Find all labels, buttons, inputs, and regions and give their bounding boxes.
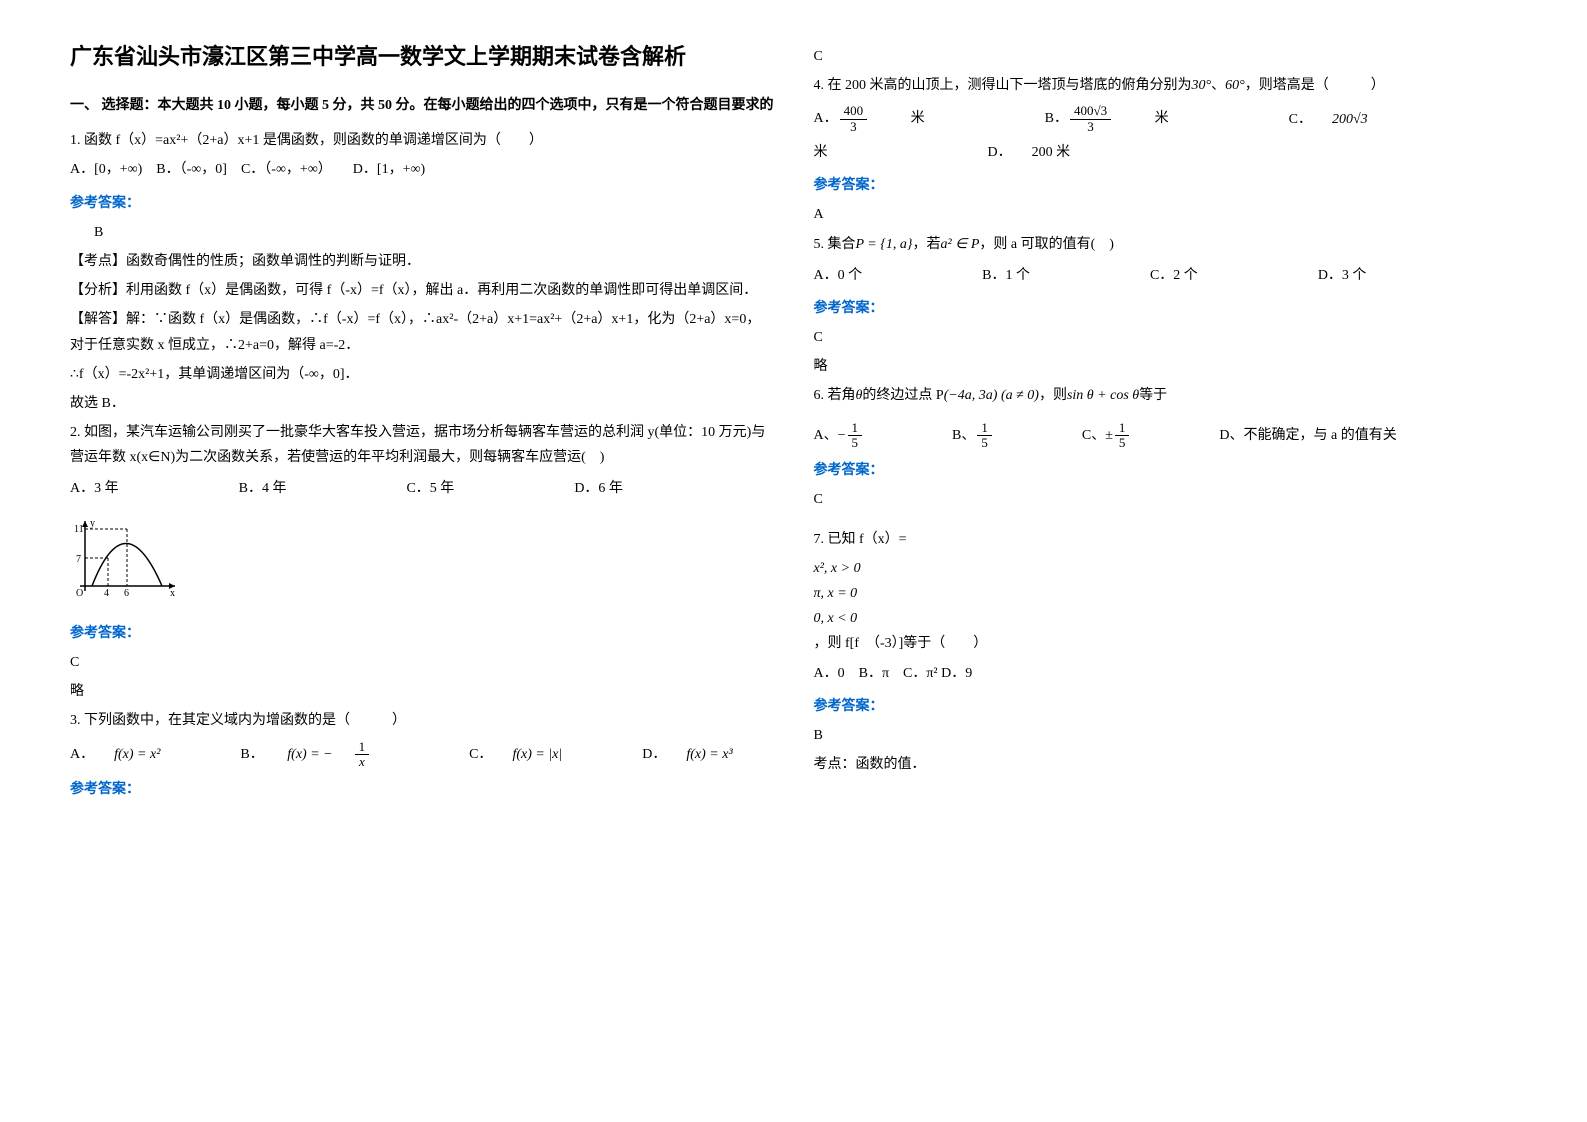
q7-stem: 7. 已知 f（x）=	[814, 527, 1518, 552]
document-title: 广东省汕头市濠江区第三中学高一数学文上学期期末试卷含解析	[70, 40, 774, 73]
svg-text:x: x	[170, 588, 175, 596]
q6-optA: A、−15	[814, 421, 903, 451]
q1-analysis-4: ∴f（x）=-2x²+1，其单调递增区间为（-∞，0]．	[70, 362, 774, 387]
q2-optC: C．5 年	[406, 476, 454, 501]
q2-optD: D．6 年	[574, 476, 623, 501]
answer-label: 参考答案：	[70, 621, 774, 646]
q2-answer: C	[70, 650, 774, 675]
q2-stem: 2. 如图，某汽车运输公司刚买了一批豪华大客车投入营运，据市场分析每辆客车营运的…	[70, 420, 774, 470]
q1-options: A．[0，+∞) B．（-∞，0] C．（-∞，+∞） D．[1，+∞)	[70, 157, 774, 182]
q5-note: 略	[814, 354, 1518, 379]
q3-optB: B． f(x) = −1x	[240, 740, 409, 770]
q3-stem: 3. 下列函数中，在其定义域内为增函数的是（ ）	[70, 708, 774, 733]
q4-optC: C．200√3	[1289, 107, 1388, 132]
q4-stem: 4. 在 200 米高的山顶上，测得山下一塔顶与塔底的俯角分别为30°、60°，…	[814, 73, 1518, 98]
q2-options: A．3 年 B．4 年 C．5 年 D．6 年	[70, 476, 774, 501]
q5-answer: C	[814, 325, 1518, 350]
q4-unit: 米	[814, 140, 828, 165]
q4-optB: B．400√33 米	[1045, 104, 1189, 134]
q1-analysis-1: 【考点】函数奇偶性的性质；函数单调性的判断与证明．	[70, 249, 774, 274]
q7-answer: B	[814, 723, 1518, 748]
q4-options-row2: 米 D．200 米	[814, 140, 1518, 165]
right-column: C 4. 在 200 米高的山顶上，测得山下一塔顶与塔底的俯角分别为30°、60…	[794, 40, 1538, 1082]
q2-optA: A．3 年	[70, 476, 119, 501]
q6-optB: B、15	[952, 421, 1032, 451]
svg-text:6: 6	[124, 588, 129, 596]
answer-label: 参考答案：	[70, 777, 774, 802]
answer-label: 参考答案：	[814, 694, 1518, 719]
svg-text:7: 7	[76, 554, 81, 565]
q3-optD: D．f(x) = x³	[642, 742, 752, 767]
answer-label: 参考答案：	[814, 458, 1518, 483]
q4-optA: A．4003 米	[814, 104, 945, 134]
q1-answer: B	[70, 220, 774, 245]
svg-text:y: y	[90, 518, 95, 529]
svg-text:O: O	[76, 588, 83, 596]
q3-optC: C．f(x) = |x|	[469, 742, 582, 767]
q5-optC: C．2 个	[1150, 263, 1198, 288]
q2-note: 略	[70, 679, 774, 704]
q2-graph: 11 7 O 4 6 x y	[70, 516, 180, 596]
q5-optD: D．3 个	[1318, 263, 1367, 288]
left-column: 广东省汕头市濠江区第三中学高一数学文上学期期末试卷含解析 一、 选择题：本大题共…	[50, 40, 794, 1082]
q5-optA: A．0 个	[814, 263, 863, 288]
answer-label: 参考答案：	[814, 296, 1518, 321]
q3-optA: A．f(x) = x²	[70, 742, 180, 767]
q7-options: A．0 B．π C．π² D．9	[814, 661, 1518, 686]
svg-text:11: 11	[74, 524, 84, 535]
q4-options-row1: A．4003 米 B．400√33 米 C．200√3	[814, 104, 1518, 134]
q1-analysis-2: 【分析】利用函数 f（x）是偶函数，可得 f（-x）=f（x），解出 a．再利用…	[70, 278, 774, 303]
q4-answer: A	[814, 202, 1518, 227]
q6-stem: 6. 若角θ的终边过点 P(−4a, 3a) (a ≠ 0)，则sin θ + …	[814, 383, 1518, 408]
svg-text:4: 4	[104, 588, 109, 596]
section-heading: 一、 选择题：本大题共 10 小题，每小题 5 分，共 50 分。在每小题给出的…	[70, 93, 774, 118]
q6-options: A、−15 B、15 C、±15 D、不能确定，与 a 的值有关	[814, 421, 1518, 451]
q6-optD: D、不能确定，与 a 的值有关	[1219, 423, 1396, 448]
q1-analysis-3: 【解答】解：∵函数 f（x）是偶函数，∴f（-x）=f（x），∴ax²-（2+a…	[70, 307, 774, 357]
answer-label: 参考答案：	[814, 173, 1518, 198]
q5-options: A．0 个 B．1 个 C．2 个 D．3 个	[814, 263, 1518, 288]
q3-options: A．f(x) = x² B． f(x) = −1x C．f(x) = |x| D…	[70, 740, 774, 770]
q6-answer: C	[814, 487, 1518, 512]
q3-answer: C	[814, 44, 1518, 69]
answer-label: 参考答案：	[70, 191, 774, 216]
q5-stem: 5. 集合P = {1, a}，若a² ∈ P，则 a 可取的值有( )	[814, 232, 1518, 257]
q4-optD: D．200 米	[988, 140, 1091, 165]
q2-optB: B．4 年	[239, 476, 287, 501]
q1-analysis-5: 故选 B．	[70, 391, 774, 416]
q6-optC: C、±15	[1082, 421, 1170, 451]
q5-optB: B．1 个	[982, 263, 1030, 288]
q7-note: 考点：函数的值．	[814, 752, 1518, 777]
q1-stem: 1. 函数 f（x）=ax²+（2+a）x+1 是偶函数，则函数的单调递增区间为…	[70, 128, 774, 153]
